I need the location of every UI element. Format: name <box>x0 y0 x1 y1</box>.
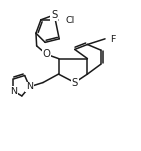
Text: O: O <box>43 49 50 59</box>
Text: S: S <box>51 10 58 20</box>
Text: N: N <box>26 82 33 91</box>
Text: Cl: Cl <box>66 16 75 25</box>
Text: S: S <box>71 78 78 88</box>
Text: N: N <box>10 87 17 96</box>
Text: F: F <box>110 35 115 44</box>
